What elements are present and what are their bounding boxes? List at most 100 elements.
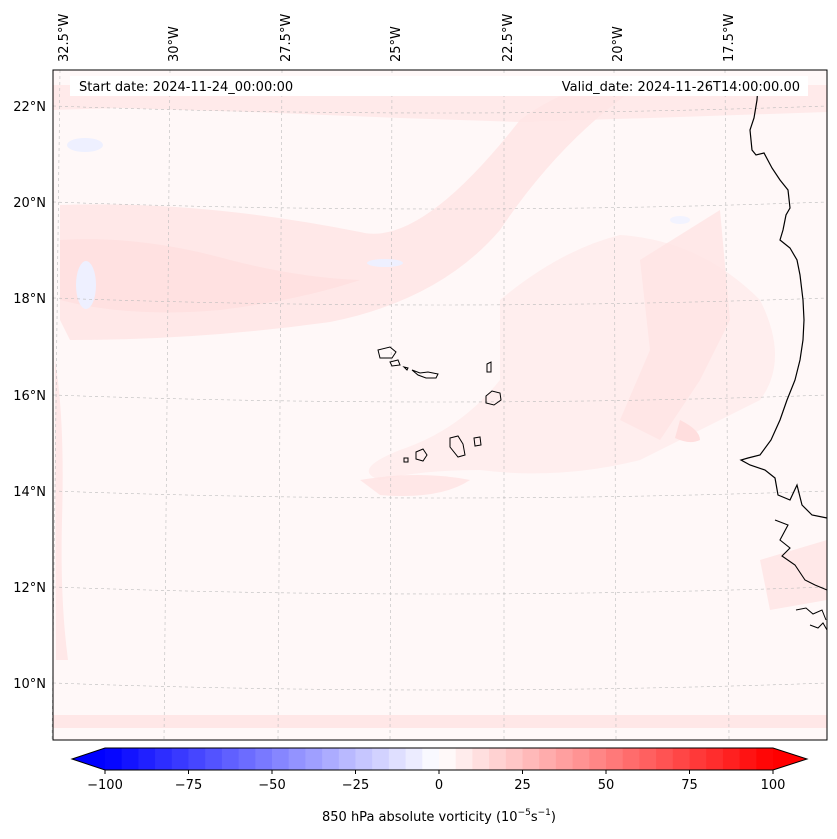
colorbar-cell bbox=[639, 748, 657, 770]
lon-label: 22.5°W bbox=[501, 14, 516, 62]
colorbar-cell bbox=[439, 748, 457, 770]
colorbar-cell bbox=[272, 748, 290, 770]
colorbar-cell bbox=[706, 748, 724, 770]
meridian-line bbox=[724, 69, 730, 741]
colorbar-cell bbox=[405, 748, 423, 770]
vorticity-band bbox=[60, 239, 360, 313]
africa-coastline bbox=[774, 519, 828, 591]
vorticity-band bbox=[55, 360, 68, 660]
cb-tick-label: 25 bbox=[514, 778, 531, 793]
lat-label: 20°N bbox=[13, 196, 46, 211]
cb-label-prefix: 850 hPa absolute vorticity (10 bbox=[322, 810, 518, 825]
africa-coastline bbox=[739, 85, 828, 519]
island-boa-vista bbox=[485, 390, 502, 406]
colorbar-cell bbox=[221, 748, 240, 770]
colorbar-cell bbox=[472, 748, 490, 770]
meridian-line bbox=[613, 69, 617, 741]
map-area[interactable]: Start date: 2024-11-24_00:00:00 Valid_da… bbox=[51, 69, 828, 741]
vorticity-band bbox=[620, 210, 730, 440]
map-frame bbox=[52, 69, 828, 741]
negative-vorticity-patch bbox=[76, 261, 96, 309]
coastlines bbox=[377, 85, 828, 631]
parallel-line bbox=[52, 201, 828, 210]
colorbar-cell bbox=[505, 748, 524, 770]
parallel-line bbox=[52, 682, 828, 691]
lat-label: 12°N bbox=[13, 581, 46, 596]
colorbar-cells bbox=[105, 748, 774, 770]
colorbar-cell bbox=[722, 748, 741, 770]
cb-label-exp1: −5 bbox=[518, 808, 531, 818]
colorbar-cell bbox=[555, 748, 574, 770]
island-santo-antao bbox=[377, 346, 397, 359]
cb-tick-label: −25 bbox=[342, 778, 369, 793]
longitude-labels: 32.5°W 30°W 27.5°W 25°W 22.5°W 20°W 17.5… bbox=[57, 14, 737, 62]
colorbar: −100 −75 −50 −25 0 25 50 75 100 850 hPa … bbox=[70, 747, 809, 825]
colorbar-cell bbox=[689, 748, 707, 770]
colorbar-cell bbox=[622, 748, 640, 770]
colorbar-cell bbox=[322, 748, 340, 770]
parallel-line bbox=[52, 490, 828, 499]
colorbar-extend-low bbox=[72, 748, 105, 770]
colorbar-cell bbox=[138, 748, 156, 770]
island-sao-nicolau bbox=[411, 369, 439, 379]
colorbar-cell bbox=[606, 748, 624, 770]
vorticity-band bbox=[675, 420, 700, 443]
colorbar-cell bbox=[238, 748, 256, 770]
cb-tick-label: 100 bbox=[761, 778, 786, 793]
parallel-line bbox=[52, 297, 828, 306]
cb-tick-label: −50 bbox=[258, 778, 285, 793]
parallel-line bbox=[52, 105, 828, 114]
island-fogo bbox=[415, 448, 428, 462]
colorbar-cell bbox=[572, 748, 590, 770]
vorticity-field bbox=[53, 85, 827, 728]
island-brava bbox=[403, 457, 409, 463]
colorbar-cell bbox=[155, 748, 173, 770]
colorbar-cell bbox=[288, 748, 306, 770]
cb-label-suffix: ) bbox=[551, 810, 556, 825]
colorbar-cell bbox=[522, 748, 540, 770]
meridian-line bbox=[163, 69, 171, 741]
colorbar-cell bbox=[105, 748, 123, 770]
lon-label: 25°W bbox=[389, 26, 404, 62]
colorbar-cell bbox=[489, 748, 507, 770]
valid-date-text: Valid_date: 2024-11-26T14:00:00.00 bbox=[562, 80, 800, 95]
colorbar-cell bbox=[455, 748, 473, 770]
vorticity-band bbox=[760, 540, 827, 610]
cb-label-exp2: −1 bbox=[538, 808, 551, 818]
lon-label: 32.5°W bbox=[57, 14, 72, 62]
colorbar-cell bbox=[672, 748, 691, 770]
vorticity-band bbox=[53, 715, 827, 728]
lon-label: 20°W bbox=[611, 26, 626, 62]
colorbar-cell bbox=[121, 748, 139, 770]
colorbar-cell bbox=[205, 748, 223, 770]
island-sao-vicente bbox=[389, 359, 401, 367]
colorbar-cell bbox=[756, 748, 774, 770]
cb-tick-label: 50 bbox=[598, 778, 615, 793]
negative-vorticity-patch bbox=[67, 138, 103, 152]
colorbar-cell bbox=[171, 748, 190, 770]
island-santiago bbox=[449, 435, 466, 458]
parallel-line bbox=[52, 586, 828, 595]
lon-label: 30°W bbox=[167, 26, 182, 62]
island-sal bbox=[486, 361, 492, 373]
colorbar-cell bbox=[355, 748, 373, 770]
lon-label: 27.5°W bbox=[279, 14, 294, 62]
colorbar-label: 850 hPa absolute vorticity (10−5s−1) bbox=[322, 808, 556, 825]
colorbar-cell bbox=[539, 748, 557, 770]
colorbar-cell bbox=[305, 748, 323, 770]
colorbar-cell bbox=[422, 748, 440, 770]
lat-label: 22°N bbox=[13, 100, 46, 115]
parallel-line bbox=[52, 394, 828, 403]
africa-coastline bbox=[795, 607, 828, 631]
cb-tick-label: −100 bbox=[87, 778, 123, 793]
colorbar-cell bbox=[388, 748, 407, 770]
island-santa-luzia bbox=[402, 366, 409, 371]
cb-tick-label: 75 bbox=[681, 778, 698, 793]
cb-tick-label: −75 bbox=[175, 778, 202, 793]
latitude-labels: 22°N 20°N 18°N 16°N 14°N 12°N 10°N bbox=[13, 100, 46, 692]
island-maio bbox=[473, 436, 482, 447]
lat-label: 16°N bbox=[13, 389, 46, 404]
negative-vorticity-patch bbox=[670, 216, 690, 224]
meridian-line bbox=[277, 69, 283, 741]
